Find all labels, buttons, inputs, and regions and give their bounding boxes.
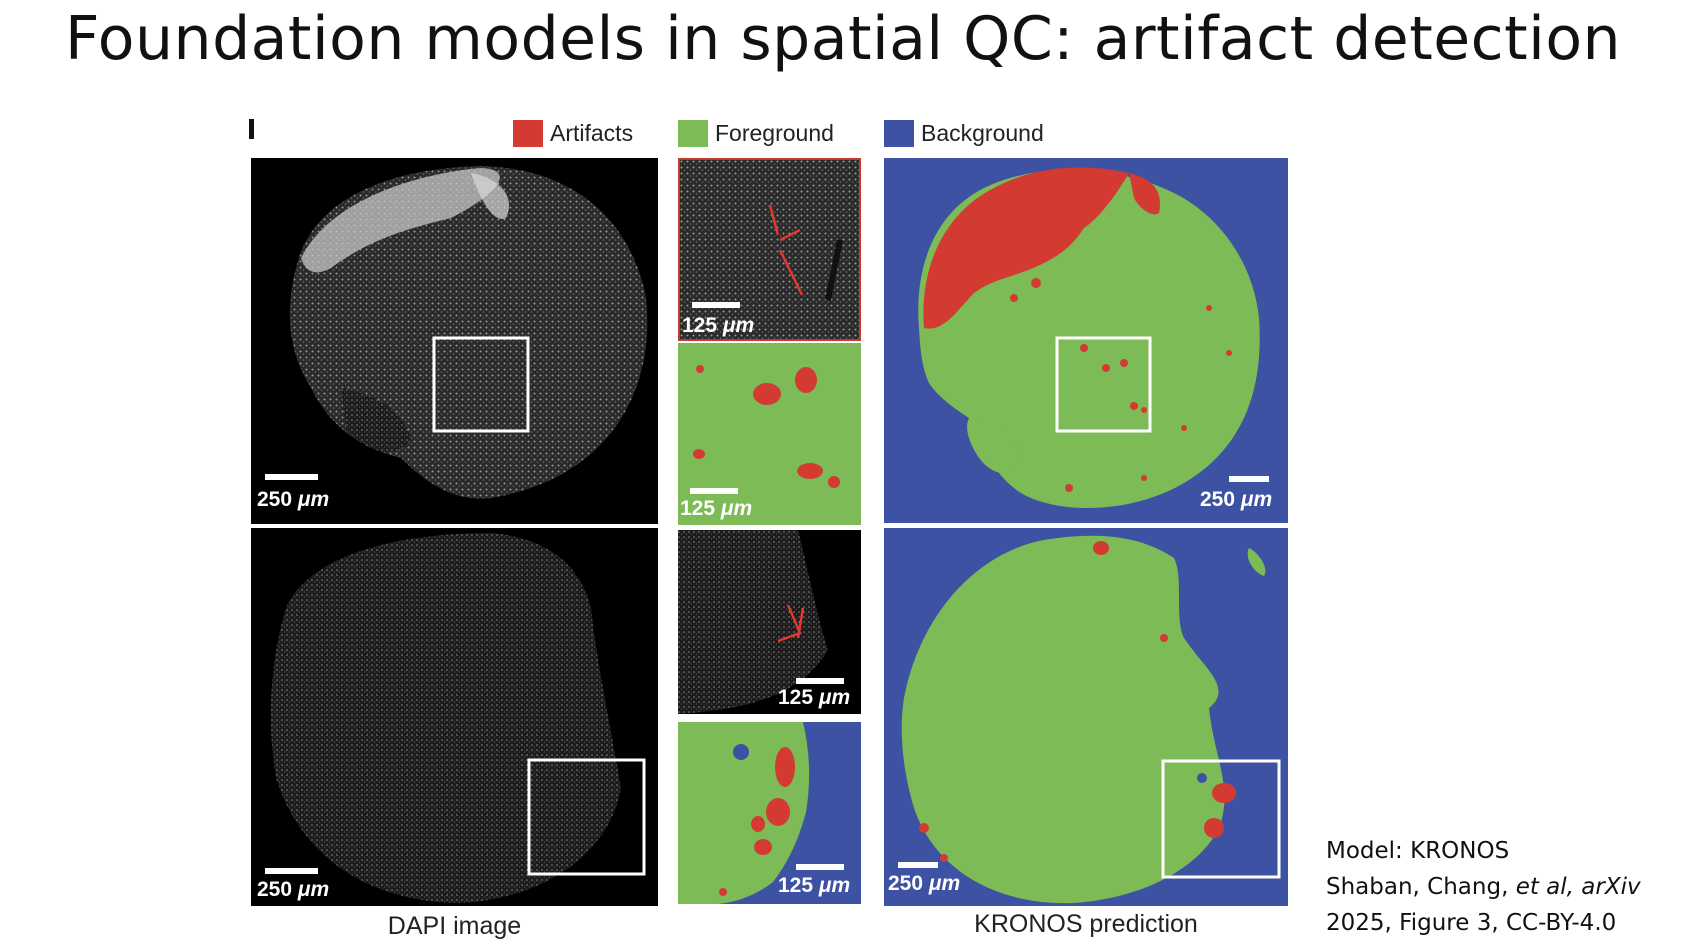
scale-bar xyxy=(265,868,318,874)
scale-bar xyxy=(796,678,844,684)
legend-item-background: Background xyxy=(884,118,1044,148)
scale-label: 250 μm xyxy=(888,872,961,895)
citation-line-1: Model: KRONOS xyxy=(1326,838,1510,864)
zoom-box-bottom-left xyxy=(527,758,646,876)
dapi-panel-bottom: 250 μm xyxy=(251,528,658,906)
panel-letter-mark xyxy=(249,119,254,139)
scale-bar xyxy=(898,862,938,868)
scale-bar xyxy=(796,864,844,870)
scale-label: 250 μm xyxy=(257,878,330,901)
inset-pred-bottom: 125 μm xyxy=(678,722,861,904)
scale-label: 125 μm xyxy=(778,874,851,897)
kronos-panel-bottom: 250 μm xyxy=(884,528,1288,906)
legend-swatch-background xyxy=(884,119,914,147)
scale-label: 250 μm xyxy=(257,488,330,511)
caption-dapi: DAPI image xyxy=(387,912,522,940)
scale-bar xyxy=(265,474,318,480)
slide-title: Foundation models in spatial QC: artifac… xyxy=(64,4,1622,74)
scale-label: 125 μm xyxy=(680,497,753,520)
zoom-box-bottom-right xyxy=(1161,759,1281,879)
zoom-box-top-right xyxy=(1055,336,1152,433)
scale-bar xyxy=(692,302,740,308)
citation-line-3: 2025, Figure 3, CC-BY-4.0 xyxy=(1326,910,1617,936)
dapi-panel-top: 250 μm xyxy=(251,158,658,524)
legend-item-foreground: Foreground xyxy=(678,118,834,148)
legend-label-foreground: Foreground xyxy=(715,119,834,146)
legend-label-background: Background xyxy=(921,119,1044,146)
scale-bar xyxy=(1229,476,1269,482)
legend-item-artifacts: Artifacts xyxy=(513,118,633,148)
zoom-box-top-left xyxy=(432,336,530,433)
scale-bar xyxy=(690,488,738,494)
citation: Model: KRONOS Shaban, Chang, et al, arXi… xyxy=(1326,833,1641,941)
citation-line-2: Shaban, Chang, et al, arXiv xyxy=(1326,874,1641,900)
inset-dapi-top: 125 μm xyxy=(678,158,861,341)
kronos-panel-top: 250 μm xyxy=(884,158,1288,523)
scale-label: 125 μm xyxy=(778,686,851,709)
legend-label-artifacts: Artifacts xyxy=(550,119,634,146)
legend-swatch-foreground xyxy=(678,119,708,147)
inset-pred-top: 125 μm xyxy=(678,343,861,525)
inset-dapi-bottom: 125 μm xyxy=(678,530,861,714)
caption-kronos: KRONOS prediction xyxy=(974,910,1198,938)
legend-swatch-artifacts xyxy=(513,119,543,147)
scale-label: 125 μm xyxy=(682,314,755,337)
scale-label: 250 μm xyxy=(1200,488,1273,511)
